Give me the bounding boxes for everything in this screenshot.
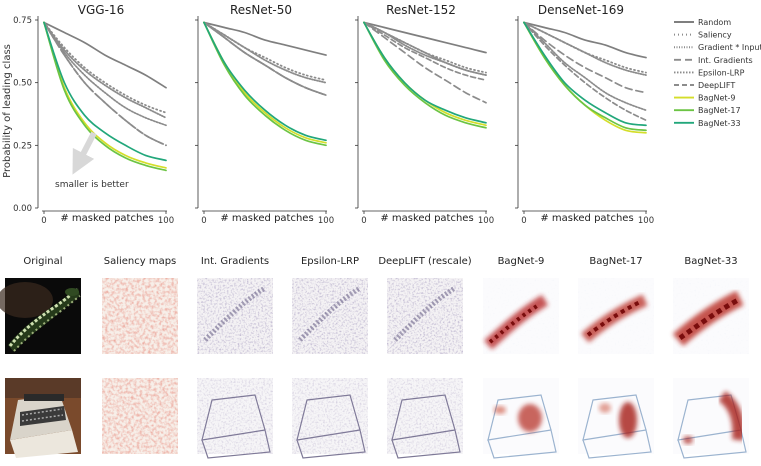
heatmap-bagnet-17-typewriter: [578, 378, 654, 459]
column-title: Epsilon-LRP: [301, 256, 359, 267]
series-line-bagnet-33: [203, 21, 327, 142]
legend-label: Int. Gradients: [698, 56, 753, 65]
series-line-random: [203, 21, 327, 56]
heatmap-bagnet-33-snake: [672, 278, 749, 354]
x-axis-title: # masked patches: [540, 213, 633, 224]
y-tick-label: 0.00: [13, 204, 32, 214]
series-line-bagnet-17: [203, 21, 327, 147]
column-title: Saliency maps: [104, 256, 177, 267]
x-tick-label: 100: [478, 216, 494, 226]
x-tick-label: 100: [638, 216, 654, 226]
typewriter-row: [5, 378, 749, 459]
heatmap-saliency-snake: [102, 278, 178, 354]
series-line-saliency: [523, 21, 647, 74]
series-line-deeplift: [363, 21, 487, 82]
panel-title: DenseNet-169: [538, 3, 624, 17]
x-tick-label: 0: [41, 216, 46, 226]
y-tick-label: 0.75: [13, 16, 32, 26]
heatmap-bagnet-9-snake: [483, 278, 559, 354]
column-title: BagNet-17: [589, 256, 642, 267]
heatmap-epsilon-lrp-snake: [292, 278, 368, 354]
heatmap-bagnet-9-typewriter: [483, 378, 559, 459]
series-line-gradient-input: [43, 21, 167, 119]
x-axis-title: # masked patches: [380, 213, 473, 224]
image-original-snake: [0, 278, 81, 354]
heatmap-deeplift-snake: [387, 278, 463, 354]
series-line-bagnet-33: [523, 21, 647, 127]
legend-label: Saliency: [698, 31, 732, 40]
legend-label: BagNet-9: [698, 94, 736, 103]
x-tick-label: 0: [361, 216, 366, 226]
chart-panel-0: VGG-16 0.00 0.25 0.50 0.75 0 100 # masked patch…: [13, 3, 174, 226]
x-tick-label: 0: [521, 216, 526, 226]
series-line-random: [523, 21, 647, 59]
heatmap-epsilon-lrp-typewriter: [292, 378, 368, 459]
series-line-random: [43, 21, 167, 89]
legend-label: Epsilon-LRP: [698, 68, 745, 77]
series-line-bagnet-17: [363, 21, 487, 129]
series-line-int-gradients: [363, 21, 487, 104]
series-line-random: [363, 21, 487, 54]
annotation-arrow: [72, 131, 97, 175]
column-title: BagNet-33: [684, 256, 737, 267]
series-line-gradient-input: [523, 21, 647, 76]
column-title: DeepLIFT (rescale): [378, 256, 471, 267]
series-line-bagnet-17: [43, 21, 167, 172]
line-charts: VGG-16 0.00 0.25 0.50 0.75 0 100 # masked patch…: [13, 3, 654, 226]
y-axis-title: Probability of leading class: [2, 44, 13, 178]
series-line-epsilon-lrp: [363, 21, 487, 76]
x-tick-label: 0: [201, 216, 206, 226]
series-line-deeplift: [43, 21, 167, 147]
heatmap-int-gradients-typewriter: [197, 378, 273, 459]
column-title: Int. Gradients: [201, 256, 269, 267]
chart-panel-3: DenseNet-169 0 100 # masked patches: [515, 3, 654, 226]
panel-title: ResNet-152: [386, 3, 456, 17]
series-line-deeplift: [203, 21, 327, 97]
heatmap-saliency-typewriter: [102, 378, 178, 454]
annotation-text: smaller is better: [55, 180, 129, 190]
legend-label: Gradient * Input: [698, 43, 761, 52]
snake-row: [0, 278, 749, 354]
heatmap-int-gradients-snake: [197, 278, 273, 354]
series-line-bagnet-33: [363, 21, 487, 124]
series-line-epsilon-lrp: [523, 21, 647, 112]
series-line-gradient-input: [203, 21, 327, 84]
legend-label: BagNet-17: [698, 106, 741, 115]
image-original-typewriter: [5, 378, 81, 458]
chart-panel-2: ResNet-152 0 100 # masked patches: [355, 3, 494, 226]
series-line-deeplift: [523, 21, 647, 122]
x-axis-title: # masked patches: [60, 213, 153, 224]
legend: Random Saliency Gradient * Input Int. Gradi…: [674, 18, 761, 128]
heatmap-deeplift-typewriter: [387, 378, 463, 459]
heatmap-bagnet-17-snake: [578, 278, 654, 354]
panel-title: VGG-16: [78, 3, 124, 17]
legend-label: DeepLIFT: [698, 81, 735, 90]
heatmap-bagnet-33-typewriter: [673, 378, 749, 459]
x-tick-label: 100: [158, 216, 174, 226]
legend-label: Random: [698, 18, 731, 27]
series-line-int-gradients: [523, 21, 647, 94]
series-line-bagnet-9: [43, 21, 167, 169]
column-title: BagNet-9: [498, 256, 545, 267]
series-line-bagnet-33: [43, 21, 167, 162]
series-line-bagnet-17: [523, 21, 647, 132]
x-tick-label: 100: [318, 216, 334, 226]
heatmap-column-titles: Original Saliency maps Int. Gradients Epsil…: [23, 256, 737, 267]
series-line-epsilon-lrp: [43, 21, 167, 127]
series-line-saliency: [43, 21, 167, 114]
x-axis-title: # masked patches: [220, 213, 313, 224]
legend-label: BagNet-33: [698, 119, 741, 128]
y-tick-label: 0.50: [13, 79, 32, 89]
column-title: Original: [23, 256, 62, 267]
chart-panel-1: ResNet-50 0 100 # masked patches: [195, 3, 334, 226]
y-tick-label: 0.25: [13, 141, 32, 151]
panel-title: ResNet-50: [230, 3, 292, 17]
